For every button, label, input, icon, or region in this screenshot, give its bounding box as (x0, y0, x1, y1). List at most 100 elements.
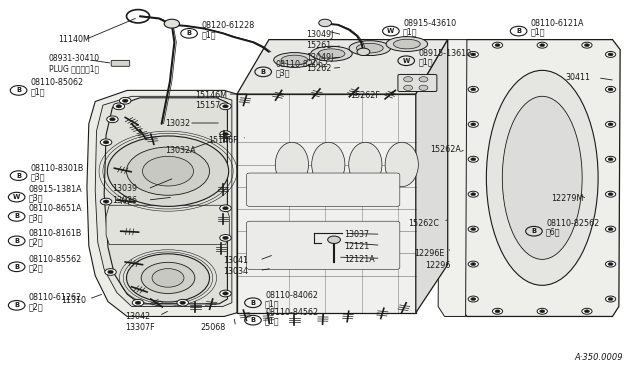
Text: 13049J: 13049J (306, 30, 333, 39)
Text: 08915-13610: 08915-13610 (419, 49, 472, 58)
Ellipse shape (356, 43, 383, 53)
Circle shape (608, 263, 613, 266)
Text: B: B (14, 238, 19, 244)
Circle shape (495, 44, 500, 46)
Circle shape (223, 105, 228, 108)
Text: （3）: （3） (275, 68, 290, 77)
Circle shape (608, 298, 613, 301)
Circle shape (122, 99, 128, 102)
Circle shape (108, 270, 113, 274)
Circle shape (470, 193, 476, 196)
Text: A·350.0009: A·350.0009 (575, 353, 623, 362)
Text: 08110-8651A: 08110-8651A (29, 205, 83, 214)
Text: 08120-61228: 08120-61228 (201, 21, 255, 31)
Circle shape (319, 19, 332, 27)
Ellipse shape (486, 70, 598, 285)
Polygon shape (106, 205, 229, 244)
Circle shape (223, 206, 228, 210)
Circle shape (468, 86, 478, 92)
Ellipse shape (394, 39, 420, 49)
Text: 13036: 13036 (113, 196, 138, 205)
Text: W: W (403, 58, 410, 64)
Text: 13049J: 13049J (306, 52, 333, 61)
Circle shape (582, 42, 592, 48)
Text: （1）: （1） (201, 30, 216, 39)
Circle shape (470, 298, 476, 301)
Text: 11310: 11310 (61, 296, 86, 305)
Circle shape (103, 200, 109, 203)
Circle shape (120, 97, 131, 104)
Circle shape (608, 88, 613, 91)
Circle shape (419, 77, 428, 82)
Circle shape (584, 44, 589, 46)
Polygon shape (460, 39, 620, 317)
Text: 08915-1381A: 08915-1381A (29, 185, 83, 194)
Polygon shape (87, 90, 237, 317)
Circle shape (608, 53, 613, 56)
Circle shape (495, 310, 500, 313)
Ellipse shape (311, 46, 352, 61)
Circle shape (540, 44, 545, 46)
Ellipse shape (502, 96, 582, 259)
Text: B: B (516, 28, 521, 34)
Circle shape (605, 261, 616, 267)
Circle shape (108, 136, 228, 206)
Circle shape (492, 308, 502, 314)
Text: 12296E: 12296E (415, 249, 445, 258)
Text: 15262C: 15262C (408, 219, 439, 228)
Circle shape (107, 116, 118, 123)
Text: （1）: （1） (531, 28, 545, 37)
Ellipse shape (274, 52, 316, 67)
Circle shape (220, 235, 231, 241)
Text: B: B (531, 228, 536, 234)
Circle shape (605, 191, 616, 197)
Text: 13042: 13042 (125, 312, 150, 321)
Text: 08110-61262: 08110-61262 (29, 294, 82, 302)
Text: 15262A: 15262A (430, 145, 461, 154)
Circle shape (357, 48, 370, 55)
Circle shape (127, 254, 209, 302)
Text: B: B (260, 69, 266, 75)
Circle shape (132, 299, 144, 306)
Circle shape (105, 269, 116, 275)
Circle shape (419, 85, 428, 90)
Text: （3）: （3） (29, 213, 44, 222)
Circle shape (103, 141, 109, 144)
Text: 15262F: 15262F (351, 91, 381, 100)
Circle shape (220, 103, 231, 110)
Text: 13307F: 13307F (125, 323, 155, 332)
Circle shape (468, 191, 478, 197)
Text: B: B (14, 302, 19, 308)
Text: 13034: 13034 (223, 267, 248, 276)
Circle shape (141, 262, 195, 294)
Polygon shape (95, 96, 232, 307)
Circle shape (100, 139, 112, 145)
Circle shape (135, 301, 141, 304)
Text: 08931-30410: 08931-30410 (49, 54, 100, 62)
Ellipse shape (281, 55, 308, 65)
Text: （3）: （3） (29, 194, 44, 203)
Circle shape (608, 158, 613, 161)
Text: 15261: 15261 (306, 41, 332, 51)
Circle shape (605, 226, 616, 232)
Circle shape (100, 198, 112, 205)
Circle shape (223, 132, 228, 136)
Text: （2）: （2） (29, 302, 44, 311)
Circle shape (470, 228, 476, 231)
FancyBboxPatch shape (246, 173, 400, 206)
Circle shape (468, 261, 478, 267)
Text: 13032A: 13032A (166, 146, 196, 155)
FancyBboxPatch shape (111, 60, 130, 66)
Text: （2）: （2） (29, 237, 44, 246)
Circle shape (223, 292, 228, 295)
Text: 08110-85062: 08110-85062 (31, 78, 84, 87)
Text: 08110-82062: 08110-82062 (275, 60, 328, 69)
Text: （1）: （1） (419, 57, 433, 66)
Circle shape (468, 51, 478, 57)
Ellipse shape (349, 142, 382, 187)
Circle shape (164, 19, 179, 28)
Ellipse shape (275, 142, 308, 187)
Text: （2）: （2） (29, 263, 44, 272)
Circle shape (143, 156, 193, 186)
Text: B: B (250, 300, 255, 306)
